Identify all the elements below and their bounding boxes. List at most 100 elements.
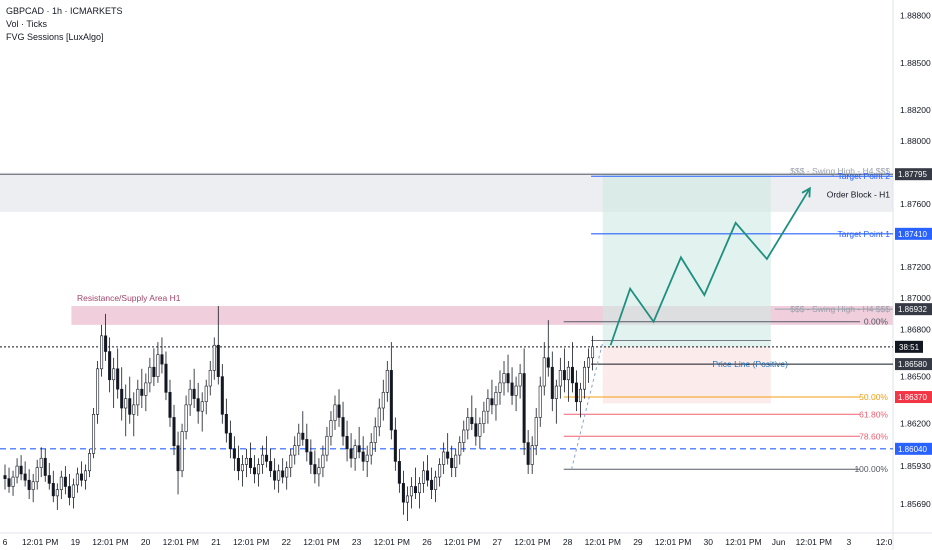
candle-body xyxy=(591,346,595,359)
candle-body xyxy=(116,368,120,390)
candle xyxy=(164,351,168,401)
y-tick-label: 1.85690 xyxy=(900,499,931,509)
candle-body xyxy=(494,392,498,406)
candle xyxy=(124,384,128,437)
candle-body xyxy=(96,368,100,415)
candle-body xyxy=(160,354,164,365)
candle xyxy=(546,320,550,377)
candle-body xyxy=(401,483,405,503)
price-tag-text: 1.86370 xyxy=(898,393,927,402)
candle-body xyxy=(252,467,257,475)
candle xyxy=(570,342,574,393)
candle xyxy=(357,426,361,459)
candle-body xyxy=(409,486,413,497)
candle xyxy=(71,478,75,509)
candle xyxy=(490,379,494,415)
candle xyxy=(136,379,140,416)
candle-body xyxy=(578,388,582,403)
candle xyxy=(277,464,281,493)
candle xyxy=(156,342,160,383)
candle-body xyxy=(478,423,482,437)
candle xyxy=(578,382,582,418)
candle xyxy=(248,442,252,474)
candle-body xyxy=(144,382,148,396)
candle xyxy=(478,417,482,449)
candle-body xyxy=(486,398,490,412)
candle xyxy=(321,445,325,478)
candle xyxy=(566,360,570,402)
x-tick-label: 12:01 PM xyxy=(303,537,339,547)
candle xyxy=(385,360,389,402)
candle xyxy=(281,458,285,484)
time-axis[interactable]: 6 12:01 PM 19 12:01 PM 20 12:01 PM 21 12:01 PM 2… xyxy=(3,537,893,547)
candle xyxy=(405,486,409,522)
x-tick-label: 27 xyxy=(493,537,503,547)
candle xyxy=(417,477,422,509)
candle xyxy=(293,436,297,465)
candle-body xyxy=(550,366,554,399)
candle-body xyxy=(546,357,550,368)
candle-body xyxy=(104,335,108,352)
candle xyxy=(240,455,244,487)
symbol-title[interactable]: GBPCAD · 1h · ICMARKETS xyxy=(6,6,123,16)
x-tick-label: 19 xyxy=(71,537,81,547)
candle-body xyxy=(422,470,426,484)
price-tag xyxy=(895,227,932,240)
candle xyxy=(494,386,498,421)
candle xyxy=(502,360,506,396)
candle xyxy=(252,455,257,484)
candle-body xyxy=(313,464,317,475)
candle-body xyxy=(502,373,506,384)
candle-body xyxy=(289,454,293,468)
candle xyxy=(345,420,349,462)
candle xyxy=(558,357,562,399)
candle xyxy=(353,439,357,471)
candle-body xyxy=(434,476,438,490)
candle-body xyxy=(454,454,458,468)
candle xyxy=(305,423,309,462)
candle-body xyxy=(341,417,345,437)
candle xyxy=(39,447,43,478)
fvg-indicator-label[interactable]: FVG Sessions [LuxAlgo] xyxy=(6,32,104,42)
candle xyxy=(510,367,514,405)
candle-body xyxy=(148,366,152,384)
candle-body xyxy=(120,388,124,409)
candle xyxy=(265,436,269,468)
x-tick-label: 12:01 PM xyxy=(444,537,480,547)
candle-body xyxy=(200,401,204,412)
target-1-label: Target Point 1 xyxy=(838,229,891,239)
candle-body xyxy=(257,464,261,475)
x-tick-label: 30 xyxy=(704,537,714,547)
candle-body xyxy=(164,363,168,393)
volume-indicator-label[interactable]: Vol · Ticks xyxy=(6,19,48,29)
x-tick-label: 23 xyxy=(352,537,362,547)
candle xyxy=(19,455,23,481)
target-box xyxy=(602,174,771,347)
candle xyxy=(140,368,144,409)
x-tick-label: 12:01 PM xyxy=(92,537,128,547)
candle-body xyxy=(19,465,23,475)
price-tag-text: 1.87795 xyxy=(898,170,927,179)
price-axis[interactable]: 1.85690 1.85930 1.86200 1.86500 1.86800 1.870… xyxy=(895,11,932,509)
candle-body xyxy=(15,465,19,478)
candle-body xyxy=(67,486,71,498)
candle-body xyxy=(309,451,313,465)
candle xyxy=(15,458,19,484)
candle-body xyxy=(333,404,337,421)
candle xyxy=(446,433,450,465)
candle xyxy=(369,433,373,465)
x-tick-label: 12:01 PM xyxy=(585,537,621,547)
candle xyxy=(112,357,116,409)
candle xyxy=(297,423,301,456)
x-tick-label: 12:01 PM xyxy=(233,537,269,547)
candle-body xyxy=(100,335,104,370)
candle-body xyxy=(35,467,39,483)
candle-body xyxy=(542,357,546,387)
candle xyxy=(7,467,11,493)
candle xyxy=(434,470,438,503)
candle xyxy=(470,395,474,430)
candle xyxy=(3,464,7,490)
candle-body xyxy=(369,442,373,456)
